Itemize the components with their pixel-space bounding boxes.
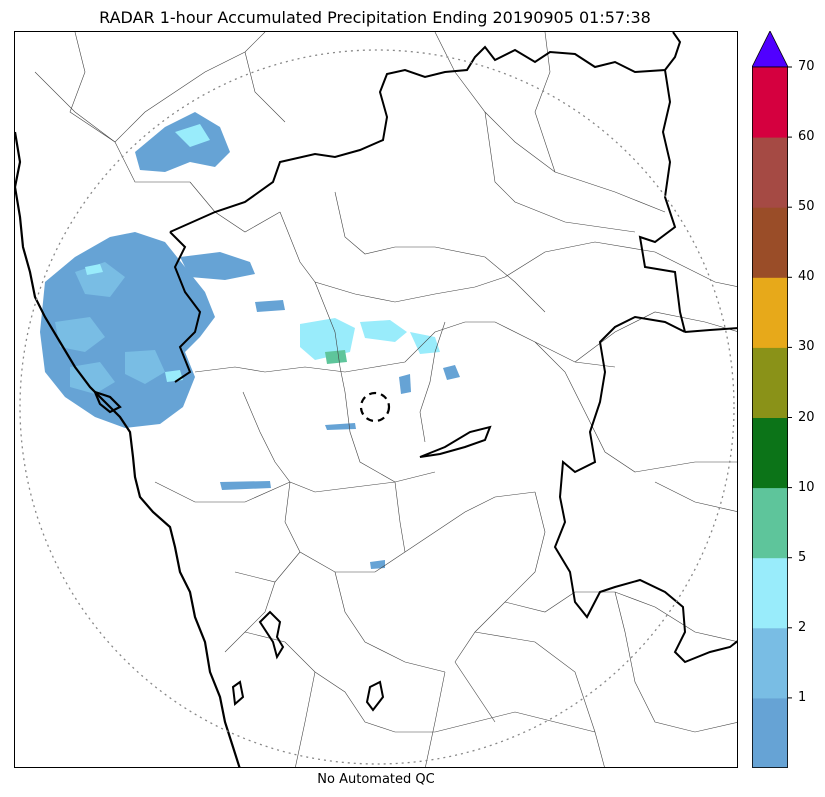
colorbar-frame	[752, 66, 788, 768]
colorbar-segment	[752, 697, 788, 768]
colorbar-tick-label: 2	[798, 619, 807, 635]
colorbar-tick-label: 5	[798, 549, 807, 565]
colorbar-tick-label: 50	[798, 199, 815, 215]
colorbar-segment	[752, 627, 788, 699]
colorbar-segment	[752, 207, 788, 278]
precipitation-echoes	[40, 112, 460, 569]
colorbar-segment	[752, 67, 788, 138]
colorbar-segment	[752, 277, 788, 348]
colorbar-segment	[752, 557, 788, 629]
colorbar-segment	[752, 347, 788, 418]
colorbar-tick-label: 1	[798, 689, 807, 705]
colorbar-tick-label: 70	[798, 59, 815, 74]
coastline	[15, 131, 241, 767]
colorbar-canvas	[752, 31, 792, 768]
colorbar-tick-label: 20	[798, 409, 815, 425]
range-ring	[19, 49, 735, 765]
colorbar	[752, 31, 792, 768]
map-title: RADAR 1-hour Accumulated Precipitation E…	[99, 8, 651, 27]
colorbar-tick-label: 40	[798, 269, 815, 285]
district-borders	[34, 32, 737, 767]
colorbar-segment	[752, 487, 788, 559]
qc-note: No Automated QC	[317, 772, 435, 787]
colorbar-segment	[752, 417, 788, 489]
colorbar-segment	[752, 137, 788, 208]
colorbar-tick-label: 10	[798, 479, 815, 495]
state-borders	[169, 32, 737, 712]
radar-site-marker	[359, 391, 391, 423]
colorbar-extend-arrow	[752, 31, 789, 68]
map-canvas	[15, 32, 737, 767]
colorbar-tick-label: 30	[798, 339, 815, 355]
radar-map	[14, 31, 738, 768]
colorbar-tick-label: 60	[798, 129, 815, 145]
